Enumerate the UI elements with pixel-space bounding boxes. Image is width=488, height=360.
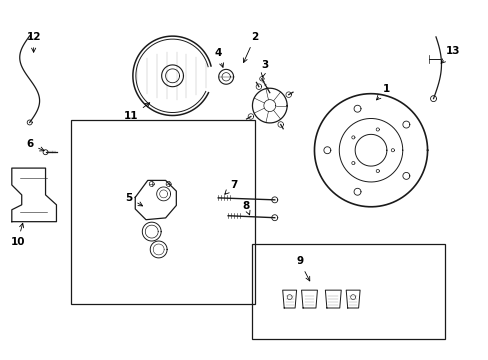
- Bar: [71, 121, 254, 304]
- Text: 1: 1: [376, 84, 390, 100]
- Text: 7: 7: [224, 180, 237, 194]
- Text: 4: 4: [214, 48, 223, 67]
- Bar: [251, 244, 445, 339]
- Text: 6: 6: [26, 139, 44, 151]
- Text: 2: 2: [243, 32, 258, 63]
- Text: 13: 13: [440, 46, 460, 63]
- Text: 11: 11: [123, 103, 149, 121]
- Text: 12: 12: [26, 32, 41, 52]
- Text: 10: 10: [10, 223, 25, 247]
- Text: 3: 3: [261, 60, 268, 77]
- Text: 5: 5: [125, 193, 142, 206]
- Text: 9: 9: [295, 256, 309, 281]
- Text: 8: 8: [242, 201, 249, 215]
